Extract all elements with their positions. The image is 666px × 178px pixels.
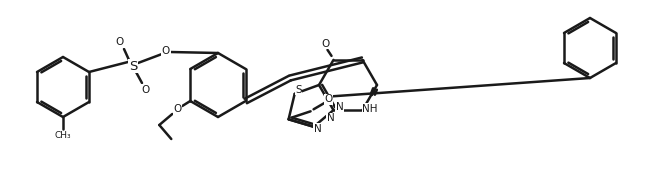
Text: O: O [162,46,170,56]
Text: S: S [295,85,302,95]
Text: N: N [314,124,322,134]
Text: O: O [116,37,124,47]
Text: O: O [322,39,330,49]
Text: O: O [324,94,333,104]
Text: N: N [326,113,334,123]
Text: N: N [336,102,344,112]
Text: O: O [173,104,181,114]
Text: O: O [142,85,150,95]
Text: NH: NH [362,104,378,114]
Text: CH₃: CH₃ [55,132,71,140]
Text: S: S [129,59,137,72]
